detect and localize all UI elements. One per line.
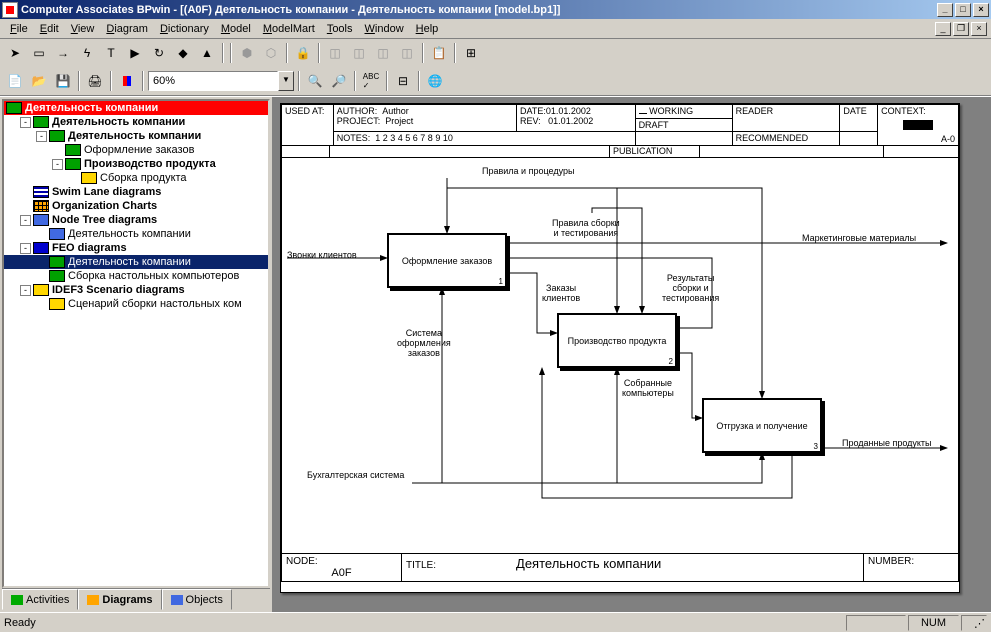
erwin-button[interactable]: ⊞ [460,42,482,64]
tree-item[interactable]: -Node Tree diagrams [4,213,268,227]
zoom-dropdown-button[interactable]: ▼ [278,71,294,91]
explorer-tabs: ActivitiesDiagramsObjects [2,588,270,610]
diagram-page: USED AT: AUTHOR: Author PROJECT: Project… [280,103,960,593]
report-button[interactable]: 📋 [428,42,450,64]
zoom-combo[interactable]: ▼ [148,71,294,91]
explorer-tab-objects[interactable]: Objects [162,589,232,610]
activity-tool[interactable]: ▭ [28,42,50,64]
menu-dictionary[interactable]: Dictionary [154,21,215,37]
tree-root[interactable]: Деятельность компании [4,101,268,115]
tree-item[interactable]: Organization Charts [4,199,268,213]
turn-tool[interactable]: ↻ [148,42,170,64]
save-button[interactable]: 💾 [52,70,74,92]
tree-item[interactable]: Сборка настольных компьютеров [4,269,268,283]
close-button[interactable]: × [973,3,989,17]
text-tool[interactable]: T [100,42,122,64]
explorer-tab-activities[interactable]: Activities [2,589,78,610]
status-pane-empty [846,615,906,631]
explorer-tab-diagrams[interactable]: Diagrams [78,589,161,610]
tree-item[interactable]: -Производство продукта [4,157,268,171]
print-button[interactable]: 🖨 [84,70,106,92]
modelmart-btn1[interactable]: ⬢ [236,42,258,64]
diagram-tool[interactable]: ▶ [124,42,146,64]
statusbar: Ready NUM ⋰ [0,612,991,632]
menu-modelmart[interactable]: ModelMart [257,21,321,37]
model-explorer: Деятельность компании -Деятельность комп… [0,97,274,612]
minimize-button[interactable]: _ [937,3,953,17]
goto-button[interactable]: ⊟ [392,70,414,92]
arrow-tool[interactable]: → [52,42,74,64]
tree-item[interactable]: -Деятельность компании [4,115,268,129]
modelmart-btn4[interactable]: ◫ [348,42,370,64]
menu-help[interactable]: Help [410,21,445,37]
menu-view[interactable]: View [65,21,101,37]
tree-item[interactable]: Сборка продукта [4,171,268,185]
app-icon [2,2,18,18]
tree-item[interactable]: -IDEF3 Scenario diagrams [4,283,268,297]
zoom-in-button[interactable]: 🔍 [304,70,326,92]
web-button[interactable]: 🌐 [424,70,446,92]
squiggle-tool[interactable]: ϟ [76,42,98,64]
model-explorer-button[interactable] [116,70,138,92]
titlebar: Computer Associates BPwin - [(A0F) Деяте… [0,0,991,19]
modelmart-btn2[interactable]: ⬡ [260,42,282,64]
mdi-close-button[interactable]: × [971,22,987,36]
pointer-tool[interactable]: ➤ [4,42,26,64]
activity-box-1[interactable]: Оформление заказов1 [387,233,507,288]
spellcheck-button[interactable]: ABC✓ [360,70,382,92]
tree-item[interactable]: -FEO diagrams [4,241,268,255]
new-button[interactable]: 📄 [4,70,26,92]
activity-box-2[interactable]: Производство продукта2 [557,313,677,368]
menu-model[interactable]: Model [215,21,257,37]
modelmart-btn3[interactable]: ◫ [324,42,346,64]
tree-item[interactable]: Деятельность компании [4,255,268,269]
tree-item[interactable]: -Деятельность компании [4,129,268,143]
tunnel-tool[interactable]: ◆ [172,42,194,64]
menu-edit[interactable]: Edit [34,21,65,37]
external-tool[interactable]: ▲ [196,42,218,64]
lock-button[interactable]: 🔒 [292,42,314,64]
status-pane-num: NUM [908,615,959,631]
menu-window[interactable]: Window [359,21,410,37]
diagram-tree[interactable]: Деятельность компании -Деятельность комп… [2,99,270,588]
status-text: Ready [4,617,844,629]
window-title: Computer Associates BPwin - [(A0F) Деяте… [21,4,937,16]
mdi-minimize-button[interactable]: _ [935,22,951,36]
tree-item[interactable]: Оформление заказов [4,143,268,157]
tree-item[interactable]: Swim Lane diagrams [4,185,268,199]
tree-item[interactable]: Деятельность компании [4,227,268,241]
diagram-footer-table: NODE:A0F TITLE:Деятельность компании NUM… [281,553,959,582]
diagram-body[interactable]: Правила и процедуры Звонки клиентов Марк… [281,158,959,553]
modelmart-btn6[interactable]: ◫ [396,42,418,64]
status-pane-grip: ⋰ [961,615,987,631]
menu-file[interactable]: File [4,21,34,37]
diagram-canvas-area[interactable]: USED AT: AUTHOR: Author PROJECT: Project… [274,97,991,612]
menu-tools[interactable]: Tools [321,21,359,37]
tree-item[interactable]: Сценарий сборки настольных ком [4,297,268,311]
modelmart-btn5[interactable]: ◫ [372,42,394,64]
menubar: FileEditViewDiagramDictionaryModelModelM… [0,19,991,39]
zoom-out-button[interactable]: 🔎 [328,70,350,92]
open-button[interactable]: 📂 [28,70,50,92]
maximize-button[interactable]: □ [955,3,971,17]
diagram-header-table-2: PUBLICATION [281,145,959,158]
mdi-restore-button[interactable]: ❐ [953,22,969,36]
menu-diagram[interactable]: Diagram [100,21,154,37]
diagram-header-table: USED AT: AUTHOR: Author PROJECT: Project… [281,104,959,146]
toolbar-area: ➤ ▭ → ϟ T ▶ ↻ ◆ ▲ ⬢ ⬡ 🔒 ◫ ◫ ◫ ◫ 📋 ⊞ 📄 📂 … [0,39,991,96]
activity-box-3[interactable]: Отгрузка и получение3 [702,398,822,453]
zoom-input[interactable] [148,71,278,91]
